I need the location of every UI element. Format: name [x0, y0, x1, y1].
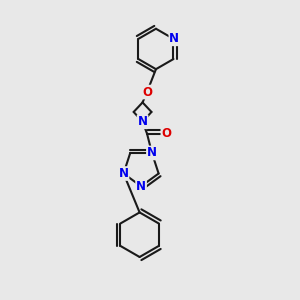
Text: N: N: [169, 32, 179, 45]
Text: N: N: [118, 167, 129, 180]
Text: N: N: [138, 115, 148, 128]
Text: O: O: [161, 127, 171, 140]
Text: N: N: [136, 180, 146, 193]
Text: O: O: [142, 85, 152, 98]
Text: N: N: [147, 146, 157, 159]
